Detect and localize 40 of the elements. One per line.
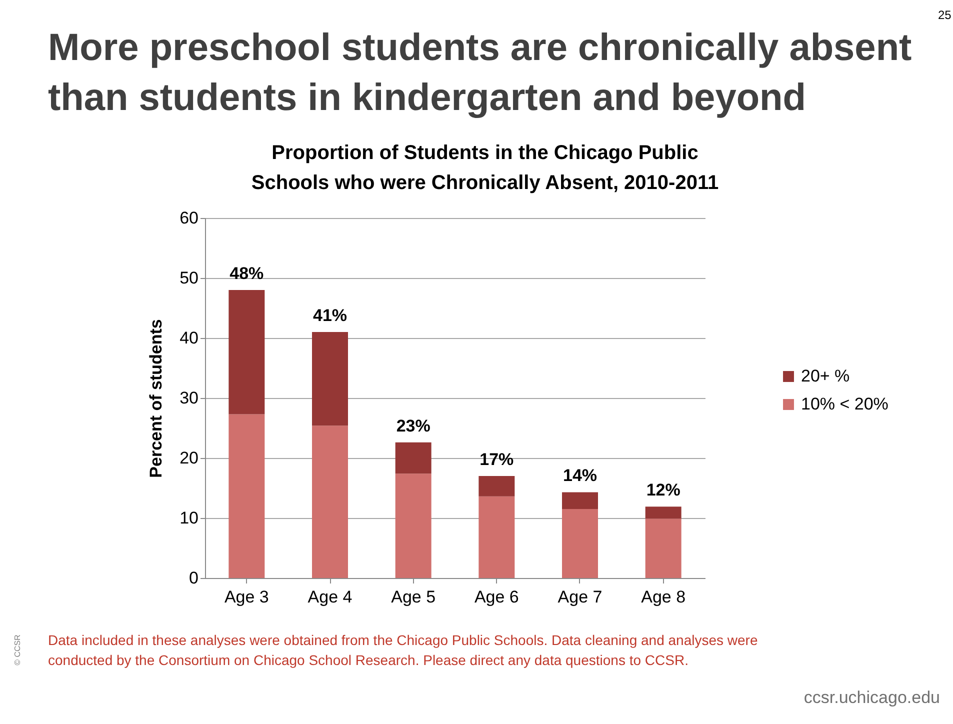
text: Data included in these analyses were obtained from the Chicago Public Schools. Data cleaning and analyses were conducted by the Consortium on Chicago School Research. Please direct any data questions to CCSR. xyxy=(48,632,758,668)
bar xyxy=(395,442,432,474)
chart-subtitle: Proportion of Students in the Chicago Public Schools who were Chronically Absent, 2010-2011 xyxy=(251,142,719,194)
total-label: 23% xyxy=(396,416,430,436)
total-label: 14% xyxy=(562,466,598,486)
y-tick-label: 10 xyxy=(180,508,198,528)
legend-label: 20+ % xyxy=(801,366,850,386)
chart-title: More preschool students are chronically absent than students in kindergarten and beyond xyxy=(48,27,912,119)
text: ccsr.uchicago.edu xyxy=(804,688,940,707)
bar xyxy=(312,332,348,426)
text: 25 xyxy=(938,8,952,22)
bar xyxy=(645,518,682,578)
x-tick-label: Age 3 xyxy=(224,588,269,606)
y-tick-label: 30 xyxy=(180,388,198,408)
y-tick-label: 40 xyxy=(180,328,198,348)
total-label: 12% xyxy=(646,480,680,500)
bar xyxy=(562,492,598,509)
x-tick-label: Age 5 xyxy=(391,588,436,606)
legend-label: 10% < 20% xyxy=(801,394,888,414)
bar xyxy=(645,506,682,519)
y-tick-label: 0 xyxy=(189,568,198,588)
x-tick-label: Age 6 xyxy=(474,588,519,606)
x-tick-label: Age 8 xyxy=(641,588,686,606)
text: © CCSR xyxy=(13,634,22,666)
x-tick-label: Age 4 xyxy=(308,588,352,606)
bar xyxy=(228,290,265,414)
y-tick-label: 20 xyxy=(180,448,198,468)
total-label: 17% xyxy=(480,450,514,469)
bar xyxy=(478,476,515,496)
total-label: 41% xyxy=(312,306,348,325)
y-tick-label: 60 xyxy=(180,208,198,228)
y-axis-title: Percent of students xyxy=(146,319,166,478)
bar xyxy=(395,474,432,578)
bar xyxy=(228,414,265,578)
y-tick-label: 50 xyxy=(180,268,198,288)
bar xyxy=(562,509,598,578)
total-label: 48% xyxy=(230,264,264,283)
x-tick-label: Age 7 xyxy=(558,588,602,606)
bar xyxy=(478,496,515,578)
bar xyxy=(312,426,348,578)
